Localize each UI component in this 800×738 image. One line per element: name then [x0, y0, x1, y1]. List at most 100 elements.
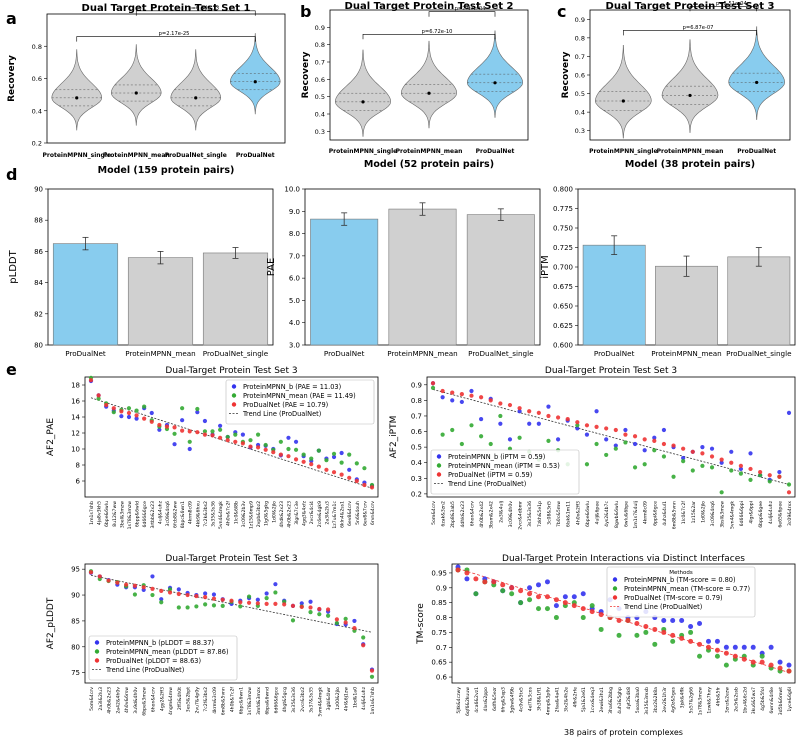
data-point-proteinmpnn-b — [555, 437, 561, 442]
data-point-proteinmpnn-mean — [111, 410, 116, 415]
data-point-proteinmpnn-b — [594, 409, 599, 414]
data-point-produalnet — [240, 441, 245, 446]
data-point-proteinmpnn-mean — [594, 441, 599, 447]
y-tick-label: 12 — [71, 430, 80, 438]
data-point-proteinmpnn-b — [211, 592, 217, 597]
x-tick-label: 4c0v&5tx5 — [519, 687, 525, 712]
data-point-produalnet — [642, 437, 647, 442]
data-point-produalnet — [527, 409, 532, 414]
data-point-produalnet — [167, 590, 173, 595]
x-tick-label: 6bpe&3mzw — [142, 687, 148, 716]
data-point-proteinmpnn-mean — [536, 606, 542, 612]
data-point-proteinmpnn-mean — [343, 616, 348, 621]
data-point-proteinmpnn-mean — [220, 603, 225, 609]
data-point-produalnet — [362, 482, 367, 488]
x-tick-label: 4ulj&4uhz — [361, 686, 367, 710]
data-point-proteinmpnn-mean — [498, 413, 503, 419]
data-point-proteinmpnn-b — [777, 469, 782, 475]
data-point-proteinmpnn-b — [571, 594, 577, 600]
x-tick-label: 2vu7&4p0y — [194, 687, 200, 714]
data-point-produalnet — [768, 662, 774, 668]
y-tick-label: 0.9 — [575, 16, 585, 24]
data-point-produalnet — [723, 650, 729, 656]
data-point-produalnet — [652, 438, 657, 443]
data-point-produalnet — [517, 406, 522, 411]
data-point-produalnet — [141, 585, 146, 590]
y-tick-label: 0.9 — [315, 24, 325, 32]
y-tick-label: 0.4 — [315, 111, 325, 119]
x-tick-label: ProDualNet — [737, 148, 776, 155]
y-tick-label: 10 — [71, 446, 80, 454]
y-tick-label: 0.9 — [436, 584, 447, 592]
y-tick-label: 18 — [71, 382, 80, 390]
legend-marker — [612, 577, 618, 582]
data-point-proteinmpnn-mean — [218, 427, 223, 432]
data-point-produalnet — [88, 378, 94, 383]
data-point-produalnet — [115, 580, 120, 585]
scatter-chart-e1: Dual-Target Protein Test Set 3 6 8 10 12 14 16… — [46, 366, 379, 529]
y-axis-label: Recovery — [561, 51, 571, 98]
x-tick-label: 7zkh&5e1p — [537, 501, 543, 527]
data-point-proteinmpnn-mean — [634, 632, 640, 638]
scatter-chart-e4: Dual-Target Protein Interactions via Dis… — [416, 554, 796, 737]
x-tick-label: 4hgt&5gcg — [282, 687, 288, 712]
y-tick-label: 0.675 — [553, 283, 573, 291]
x-tick-label: 3s35&3s36 — [527, 501, 533, 527]
x-tick-label: 1d0l&2jlo — [700, 501, 706, 523]
y-tick-label: 82 — [34, 310, 43, 318]
x-tick-label: 1lc0&7c2f — [681, 501, 687, 525]
data-point-proteinmpnn-mean — [150, 592, 155, 598]
data-point-proteinmpnn-mean — [758, 473, 763, 478]
x-tick-label: 3ha6&2bbg — [608, 687, 614, 714]
y-tick-label: 0.5 — [411, 444, 422, 452]
x-tick-label: 5vm4&4mgk — [317, 687, 323, 717]
x-tick-label: 3rtbb&2x23 — [150, 501, 156, 529]
x-tick-label: 1s78&3mzw — [247, 687, 253, 716]
y-tick-label: 80 — [34, 342, 43, 350]
y-tick-label: 0.6 — [315, 76, 325, 84]
data-point-proteinmpnn-mean — [700, 463, 705, 468]
data-point-proteinmpnn-b — [202, 418, 208, 424]
x-tick-label: ProteinMPNN_mean — [103, 152, 170, 159]
data-point-proteinmpnn-mean — [339, 460, 344, 465]
data-point-produalnet — [688, 638, 694, 644]
data-point-produalnet — [220, 597, 225, 602]
x-tick-label: 4h0v&6rsw — [124, 687, 130, 713]
data-point-produalnet — [255, 445, 261, 450]
data-point-proteinmpnn-b — [546, 404, 551, 409]
x-tick-label: 6bpe&6wlu — [585, 501, 591, 527]
data-point-proteinmpnn-b — [187, 446, 192, 452]
chart-title: Dual Target Protein Test Set 2 — [345, 1, 514, 12]
x-tick-label: 5xoa&3ba0 — [635, 687, 641, 713]
data-point-proteinmpnn-mean — [767, 479, 772, 484]
data-point-proteinmpnn-mean — [324, 458, 329, 463]
x-axis-label: Model (159 protein pairs) — [98, 165, 235, 176]
data-point-proteinmpnn-mean — [331, 451, 337, 456]
data-point-produalnet — [159, 588, 164, 594]
x-tick-label: 1lg0&5gkg — [264, 501, 270, 526]
data-point-proteinmpnn-b — [748, 451, 753, 456]
data-point-proteinmpnn-mean — [185, 605, 190, 610]
y-tick-label: 85 — [71, 617, 80, 625]
data-point-proteinmpnn-b — [299, 601, 304, 606]
data-point-proteinmpnn-b — [172, 442, 177, 447]
x-tick-label: 6hon&4crv — [150, 687, 156, 712]
x-tick-label: 1cvx&4eq3 — [590, 687, 596, 713]
x-tick-label: 2e3r&2ssb — [733, 687, 739, 712]
data-point-proteinmpnn-mean — [580, 615, 586, 621]
data-point-produalnet — [176, 591, 181, 597]
data-point-proteinmpnn-mean — [688, 629, 694, 635]
data-point-produalnet — [527, 591, 533, 597]
x-tick-label: 6ppi&6gce — [652, 501, 658, 526]
data-point-proteinmpnn-mean — [527, 597, 533, 603]
data-point-proteinmpnn-b — [203, 591, 208, 596]
x-tick-label: ProDualNet — [594, 349, 635, 358]
legend-label: ProteinMPNN_b (pLDDT = 88.37) — [106, 639, 214, 647]
data-point-produalnet — [290, 603, 296, 609]
data-point-proteinmpnn-b — [331, 454, 337, 460]
data-point-produalnet — [354, 478, 359, 484]
x-tick-label: 4krm8c09 — [643, 501, 649, 524]
data-point-produalnet — [430, 381, 436, 386]
y-tick-label: 0.7 — [575, 53, 585, 61]
data-point-produalnet — [104, 402, 109, 408]
